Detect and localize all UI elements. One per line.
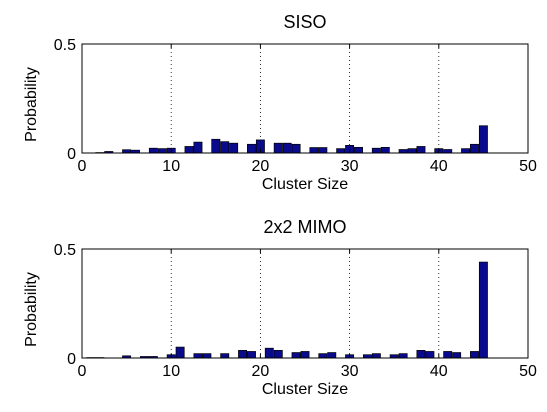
bar bbox=[247, 143, 256, 154]
bar bbox=[282, 142, 292, 154]
bar bbox=[211, 138, 221, 154]
bar bbox=[398, 149, 408, 154]
x-tick-label: 40 bbox=[430, 158, 448, 175]
bar bbox=[273, 142, 283, 154]
bar bbox=[273, 350, 283, 359]
x-tick-label: 0 bbox=[78, 158, 87, 175]
x-tick-label: 20 bbox=[252, 158, 270, 175]
bar bbox=[264, 347, 274, 359]
bar bbox=[327, 352, 337, 359]
bar bbox=[452, 352, 462, 359]
bar bbox=[220, 353, 230, 359]
bar bbox=[336, 148, 346, 154]
bar bbox=[371, 353, 381, 359]
siso-panel: 0 10 20 30 40 50 0 0.5 SISO Cluster Size Probabili… bbox=[23, 12, 537, 193]
x-tick-label: 50 bbox=[519, 363, 537, 380]
bar bbox=[407, 148, 417, 154]
y-axis-label: Probability bbox=[23, 272, 40, 347]
bar bbox=[291, 143, 301, 154]
bar bbox=[443, 351, 453, 359]
bar bbox=[380, 146, 390, 154]
axes-frame bbox=[81, 43, 529, 154]
bar bbox=[470, 143, 479, 154]
bar bbox=[416, 350, 426, 359]
axes-frame bbox=[81, 248, 529, 359]
bar bbox=[478, 261, 488, 359]
bar bbox=[175, 346, 185, 359]
plot-area bbox=[82, 249, 528, 358]
chart-title: SISO bbox=[283, 12, 326, 32]
x-tick-label: 30 bbox=[341, 158, 359, 175]
bar bbox=[202, 353, 212, 359]
bar bbox=[371, 147, 381, 154]
y-tick-label: 0 bbox=[67, 146, 76, 163]
chart-title: 2x2 MIMO bbox=[263, 217, 346, 237]
plot-area bbox=[82, 44, 528, 153]
bar bbox=[318, 353, 328, 359]
bar bbox=[157, 148, 167, 154]
y-tick-label: 0.5 bbox=[54, 37, 76, 54]
bar bbox=[220, 141, 230, 154]
bar bbox=[461, 148, 471, 154]
x-tick-label: 0 bbox=[78, 363, 87, 380]
x-tick-label: 30 bbox=[341, 363, 359, 380]
x-tick-label: 20 bbox=[252, 363, 270, 380]
x-tick-label: 10 bbox=[162, 363, 180, 380]
bar bbox=[193, 353, 203, 359]
mimo-panel: 0 10 20 30 40 50 0 0.5 2x2 MIMO Cluster Size Proba… bbox=[23, 217, 537, 398]
y-tick-label: 0.5 bbox=[54, 242, 76, 259]
bar bbox=[398, 353, 408, 359]
bar bbox=[318, 147, 328, 154]
bar bbox=[300, 351, 310, 359]
x-axis-label: Cluster Size bbox=[262, 176, 348, 193]
bar bbox=[416, 146, 426, 154]
bar bbox=[291, 352, 301, 359]
bar bbox=[425, 351, 435, 359]
bar bbox=[184, 146, 194, 154]
bar bbox=[193, 141, 203, 154]
bar bbox=[470, 351, 479, 359]
bar bbox=[354, 146, 363, 154]
bar bbox=[443, 149, 453, 154]
bar bbox=[247, 351, 256, 359]
x-tick-label: 50 bbox=[519, 158, 537, 175]
x-tick-label: 10 bbox=[162, 158, 180, 175]
bar bbox=[148, 147, 158, 154]
bar bbox=[309, 147, 319, 154]
y-tick-label: 0 bbox=[67, 351, 76, 368]
x-tick-label: 40 bbox=[430, 363, 448, 380]
bar bbox=[229, 142, 239, 154]
x-axis-label: Cluster Size bbox=[262, 381, 348, 398]
bar bbox=[238, 350, 248, 359]
y-axis-label: Probability bbox=[23, 67, 40, 142]
bar bbox=[478, 125, 488, 154]
